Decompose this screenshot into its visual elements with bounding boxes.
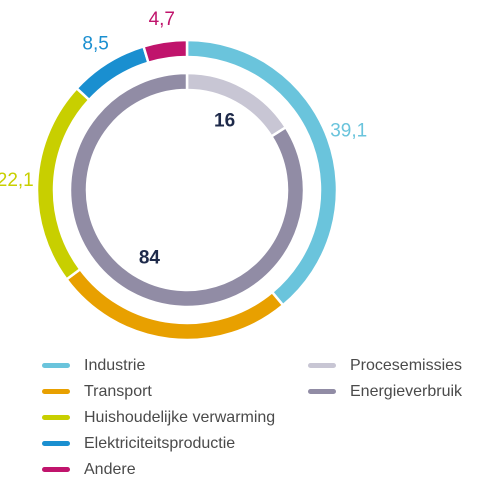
value-label: 39,1 xyxy=(330,120,367,141)
legend-label: Transport xyxy=(84,383,152,400)
legend-item: Transport xyxy=(42,382,289,401)
value-label: 84 xyxy=(139,247,161,268)
legend-label: Procesemissies xyxy=(350,357,463,374)
legend-item: Energieverbruik xyxy=(308,382,495,401)
legend-swatch xyxy=(42,363,70,368)
legend-item: Industrie xyxy=(42,356,289,375)
legend-item: Procesemissies xyxy=(308,356,495,375)
legend-label: Huishoudelijke verwarming xyxy=(84,409,276,426)
legend-swatch xyxy=(308,389,336,394)
value-label: 4,7 xyxy=(149,9,175,30)
legend-swatch xyxy=(42,415,70,420)
legend-item: Huishoudelijke verwarming xyxy=(42,408,289,427)
value-label: 22,1 xyxy=(0,170,34,191)
legend-swatch xyxy=(42,389,70,394)
legend: Industrie Transport Huishoudelijke verwarm… xyxy=(42,356,289,486)
legend-label: Energieverbruik xyxy=(350,383,463,400)
legend-label: Andere xyxy=(84,461,136,478)
legend-item: Andere xyxy=(42,460,289,479)
legend-label: Industrie xyxy=(84,357,146,374)
legend-swatch xyxy=(42,467,70,472)
value-label: 8,5 xyxy=(82,33,108,54)
legend-item: Elektriciteitsproductie xyxy=(42,434,289,453)
value-label: 16 xyxy=(214,111,235,132)
legend-label: Elektriciteitsproductie xyxy=(84,435,236,452)
legend: Procesemissies Energieverbruik xyxy=(308,356,495,408)
legend-swatch xyxy=(308,363,336,368)
legend-swatch xyxy=(42,441,70,446)
donut-segment xyxy=(141,38,189,65)
donut-segment xyxy=(68,71,306,309)
